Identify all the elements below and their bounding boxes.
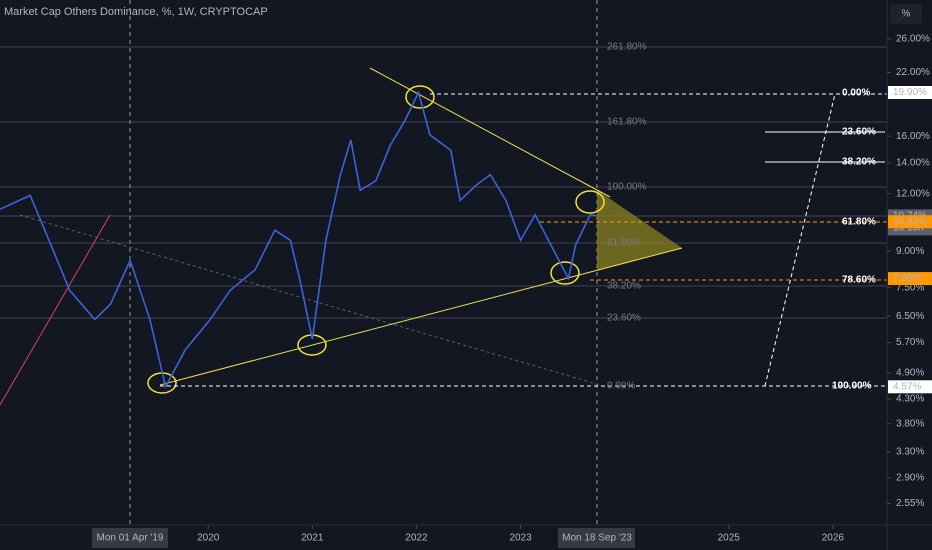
price-line	[0, 90, 598, 390]
fib-label: 38.20%	[607, 281, 641, 292]
fib-label: 23.60%	[842, 127, 876, 138]
price-label: 19.90%	[893, 87, 927, 98]
price-label-box	[888, 86, 932, 100]
series	[0, 90, 598, 390]
fib-label: 38.20%	[842, 157, 876, 168]
x-tick-label: 2022	[405, 533, 428, 544]
x-tick-label: 2023	[509, 533, 532, 544]
y-tick-label: 12.00%	[896, 188, 930, 199]
y-tick-label: 4.90%	[896, 367, 924, 378]
fib-label: 0.00%	[607, 381, 635, 392]
axes: 26.00% 22.00% 16.00% 14.00% 12.00% 9.00% 7.50%…	[197, 34, 932, 544]
fib-label: 61.80%	[842, 217, 876, 228]
x-tick-label: 2020	[197, 533, 220, 544]
y-tick-label: 14.00%	[896, 157, 930, 168]
fib-label: 261.80%	[607, 42, 647, 53]
price-label: 7.85%	[893, 273, 921, 284]
fib-label: 23.60%	[607, 313, 641, 324]
fib-label: 100.00%	[607, 182, 647, 193]
fib-label: 0.00%	[842, 88, 870, 99]
unit-button-label[interactable]: %	[902, 9, 911, 20]
y-tick-label: 7.50%	[896, 282, 924, 293]
x-tick-label: 2021	[301, 533, 324, 544]
y-tick-label: 26.00%	[896, 34, 930, 45]
price-label: 4.57%	[893, 381, 921, 392]
drawings	[0, 67, 887, 406]
fib-label: 61.80%	[607, 238, 641, 249]
price-label-box	[888, 380, 932, 394]
fib-label: 100.00%	[832, 381, 872, 392]
fib-right-labels: 0.00% 23.60% 38.20% 61.80% 78.60% 100.00…	[832, 88, 876, 392]
crosshair-date-box	[92, 528, 168, 548]
crosshair-date-box	[558, 528, 635, 548]
y-tick-label: 3.30%	[896, 447, 924, 458]
fib-grid	[0, 46, 887, 319]
crosshair-date: Mon 18 Sep '23	[562, 533, 632, 544]
y-tick-label: 4.30%	[896, 394, 924, 405]
y-tick-label: 2.55%	[896, 498, 924, 509]
price-label-box	[888, 272, 932, 286]
unit-button[interactable]	[890, 4, 922, 24]
x-tick-label: 2025	[718, 533, 741, 544]
y-tick-label: 3.80%	[896, 418, 924, 429]
y-tick-label: 22.00%	[896, 67, 930, 78]
y-tick-label: 9.00%	[896, 246, 924, 257]
x-tick-label: 2026	[822, 533, 845, 544]
y-tick-label: 2.90%	[896, 472, 924, 483]
y-tick-label: 5.70%	[896, 337, 924, 348]
y-tick-label: 6.50%	[896, 311, 924, 322]
price-label: 10.43%	[893, 216, 927, 227]
y-tick-label: 16.00%	[896, 131, 930, 142]
chart-title: Market Cap Others Dominance, %, 1W, CRYP…	[4, 6, 268, 18]
fib-label: 161.80%	[607, 117, 647, 128]
price-label-box	[888, 215, 932, 229]
fib-label: 78.60%	[842, 275, 876, 286]
fib-left-labels: 261.80% 161.80% 100.00% 61.80% 38.20% 23…	[607, 42, 647, 392]
crosshair-date: Mon 01 Apr '19	[97, 533, 164, 544]
